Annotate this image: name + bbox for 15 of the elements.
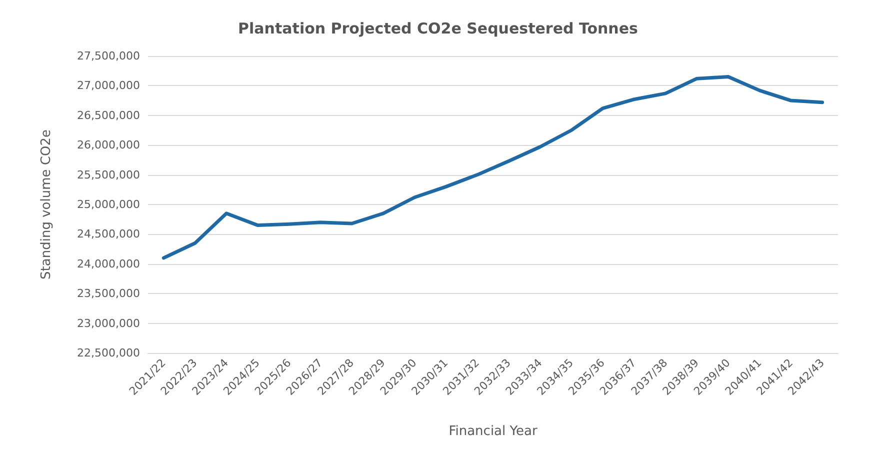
y-axis-title: Standing volume CO2e [39, 130, 54, 280]
x-axis-title: Financial Year [448, 424, 538, 439]
y-tick-label: 25,000,000 [77, 198, 140, 211]
y-tick-label: 27,000,000 [77, 79, 140, 92]
y-tick-label: 24,000,000 [77, 257, 140, 270]
line-series [162, 75, 824, 260]
y-tick-label: 27,500,000 [77, 50, 140, 62]
y-tick-label: 26,000,000 [77, 138, 140, 152]
y-tick-label: 25,500,000 [77, 168, 140, 182]
y-tick-label: 26,500,000 [77, 108, 140, 122]
y-tick-label: 23,500,000 [77, 287, 140, 300]
chart-title: Plantation Projected CO2e Sequestered Tonnes [238, 20, 638, 38]
y-tick-label: 22,500,000 [77, 346, 140, 360]
y-tick-label: 24,500,000 [77, 228, 140, 241]
y-tick-label: 23,000,000 [77, 316, 140, 330]
